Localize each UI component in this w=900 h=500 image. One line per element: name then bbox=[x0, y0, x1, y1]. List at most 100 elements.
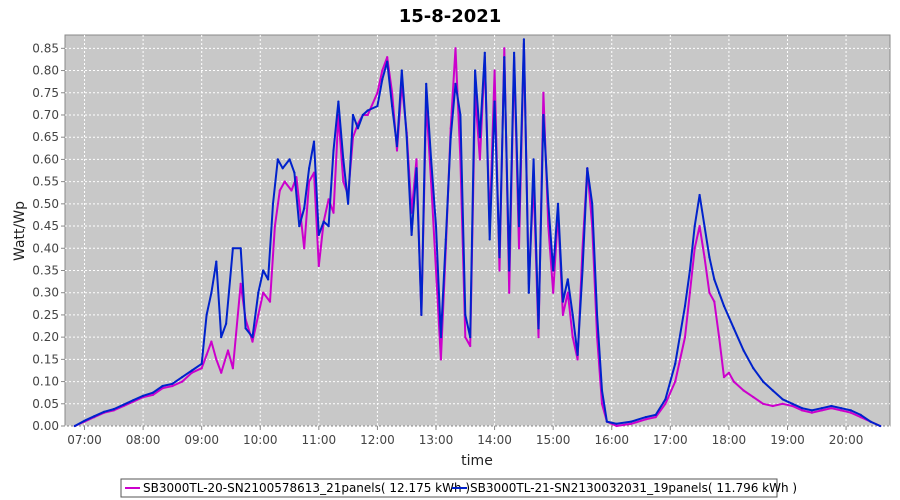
y-tick-label: 0.05 bbox=[32, 397, 59, 411]
data-point bbox=[415, 158, 418, 161]
data-point bbox=[317, 233, 320, 236]
data-point bbox=[405, 136, 408, 139]
y-tick-label: 0.70 bbox=[32, 108, 59, 122]
y-tick-label: 0.35 bbox=[32, 263, 59, 277]
y-tick-label: 0.30 bbox=[32, 286, 59, 300]
series-lines bbox=[73, 38, 882, 428]
data-point bbox=[664, 398, 667, 401]
data-point bbox=[430, 158, 433, 161]
data-point bbox=[112, 408, 115, 411]
data-point bbox=[688, 269, 692, 272]
data-point bbox=[527, 291, 530, 294]
data-point bbox=[181, 376, 184, 379]
data-point bbox=[762, 402, 765, 405]
data-point bbox=[376, 105, 379, 108]
data-point bbox=[293, 171, 296, 174]
data-point bbox=[200, 367, 203, 370]
data-point bbox=[262, 291, 265, 294]
x-axis-label: time bbox=[461, 453, 493, 469]
data-point bbox=[298, 225, 301, 228]
data-point bbox=[312, 171, 316, 174]
data-point bbox=[308, 180, 311, 183]
data-point bbox=[630, 420, 633, 423]
x-tick-label: 12:00 bbox=[360, 433, 395, 447]
data-point bbox=[239, 247, 242, 250]
legend: SB3000TL-20-SN2100578613_21panels( 12.17… bbox=[120, 478, 797, 498]
data-point bbox=[674, 362, 677, 365]
data-point bbox=[420, 313, 423, 316]
x-tick-label: 11:00 bbox=[302, 433, 337, 447]
data-point bbox=[332, 211, 335, 214]
data-point bbox=[271, 202, 275, 205]
data-point bbox=[257, 291, 260, 294]
data-point bbox=[752, 396, 755, 399]
data-point bbox=[722, 304, 726, 308]
data-point bbox=[469, 336, 472, 339]
data-point bbox=[698, 193, 701, 197]
data-point bbox=[366, 113, 369, 117]
data-point bbox=[879, 424, 882, 428]
x-tick-label: 15:00 bbox=[536, 433, 571, 447]
data-point bbox=[425, 82, 428, 85]
data-point bbox=[83, 419, 86, 422]
data-point bbox=[503, 47, 506, 50]
data-point bbox=[542, 91, 545, 94]
data-point bbox=[508, 291, 511, 294]
data-point bbox=[239, 282, 242, 285]
data-point bbox=[171, 384, 174, 388]
data-point bbox=[561, 313, 565, 316]
data-point bbox=[493, 100, 496, 103]
data-point bbox=[630, 422, 633, 425]
y-tick-label: 0.20 bbox=[32, 330, 59, 344]
data-point bbox=[251, 340, 254, 343]
data-point bbox=[220, 336, 223, 339]
data-point bbox=[474, 69, 477, 72]
data-point bbox=[283, 180, 286, 183]
data-point bbox=[762, 380, 765, 383]
data-point bbox=[674, 380, 677, 383]
data-point bbox=[303, 247, 306, 250]
y-tick-label: 0.25 bbox=[32, 308, 59, 322]
data-point bbox=[498, 256, 501, 259]
y-tick-label: 0.10 bbox=[32, 375, 59, 389]
data-point bbox=[708, 256, 711, 259]
data-point bbox=[503, 56, 506, 59]
data-point bbox=[391, 105, 394, 108]
data-point bbox=[469, 344, 472, 348]
data-point bbox=[522, 38, 526, 41]
data-point bbox=[337, 100, 340, 103]
data-point bbox=[830, 407, 833, 410]
data-point bbox=[220, 371, 223, 374]
data-point bbox=[226, 349, 230, 352]
data-point bbox=[771, 389, 774, 392]
data-point bbox=[478, 158, 481, 161]
data-point bbox=[347, 202, 350, 205]
data-point bbox=[210, 291, 213, 294]
data-point bbox=[268, 300, 272, 303]
data-point bbox=[781, 402, 784, 405]
data-point bbox=[571, 313, 574, 316]
data-point bbox=[483, 51, 486, 54]
data-point bbox=[801, 407, 804, 410]
x-tick-label: 09:00 bbox=[184, 433, 219, 447]
data-point bbox=[840, 409, 843, 412]
data-point bbox=[215, 358, 218, 361]
data-point bbox=[366, 109, 369, 112]
data-point bbox=[537, 336, 540, 339]
data-point bbox=[205, 313, 208, 316]
y-tick-label: 0.45 bbox=[32, 219, 59, 233]
data-point bbox=[278, 189, 281, 192]
data-point bbox=[327, 198, 330, 201]
data-point bbox=[727, 371, 731, 374]
data-point bbox=[312, 140, 316, 143]
x-tick-label: 17:00 bbox=[653, 433, 688, 447]
data-point bbox=[532, 158, 535, 161]
data-point bbox=[464, 336, 467, 339]
data-point bbox=[459, 113, 462, 117]
data-point bbox=[591, 202, 594, 205]
data-point bbox=[615, 422, 618, 425]
data-point bbox=[600, 402, 604, 405]
data-point bbox=[381, 78, 384, 81]
data-point bbox=[556, 202, 560, 205]
data-point bbox=[454, 47, 457, 50]
